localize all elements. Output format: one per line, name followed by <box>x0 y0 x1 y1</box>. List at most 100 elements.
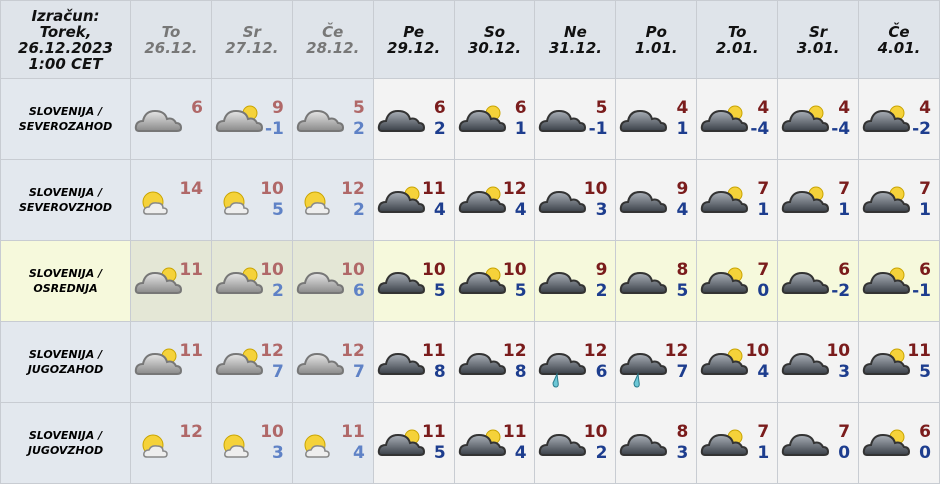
max-temp: 11 <box>179 341 203 361</box>
region-area: OSREDNJA <box>33 282 98 295</box>
region-name: SLOVENIJA / SEVEROZAHOD <box>0 78 131 160</box>
max-temp: 10 <box>260 422 284 442</box>
max-temp: 4 <box>757 98 770 118</box>
min-temp: 7 <box>352 362 365 382</box>
max-temp: 11 <box>422 179 446 199</box>
min-temp: 0 <box>919 443 932 463</box>
min-temp: 1 <box>757 443 770 463</box>
max-temp: 7 <box>757 179 770 199</box>
day-date: 28.12. <box>306 38 360 57</box>
forecast-cell: 7 1 <box>696 402 779 484</box>
max-temp: 4 <box>838 98 851 118</box>
min-temp: 0 <box>757 281 770 301</box>
forecast-cell: 11 4 <box>453 402 536 484</box>
forecast-cell: 12 2 <box>291 159 374 241</box>
min-temp: 6 <box>352 281 365 301</box>
forecast-cell: 12 8 <box>453 321 536 403</box>
max-temp: 10 <box>260 179 284 199</box>
forecast-cell: 12 7 <box>210 321 293 403</box>
region-row: SLOVENIJA / OSREDNJA 11 10 2 10 6 10 5 10… <box>0 240 940 322</box>
max-temp: 10 <box>745 341 770 361</box>
header-row: Izračun: Torek, 26.12.2023 1:00 CET To 26… <box>0 0 940 79</box>
min-temp: 4 <box>676 200 689 220</box>
day-name: Ne <box>564 22 587 41</box>
forecast-cell: 14 <box>130 159 212 241</box>
forecast-cell: 11 4 <box>291 402 374 484</box>
forecast-cell: 10 5 <box>453 240 536 322</box>
forecast-cell: 9 4 <box>615 159 698 241</box>
forecast-cell: 11 5 <box>858 321 940 403</box>
min-temp: 5 <box>433 281 446 301</box>
min-temp: 1 <box>919 200 932 220</box>
forecast-cell: 7 1 <box>777 159 860 241</box>
max-temp: 5 <box>595 98 608 118</box>
day-date: 30.12. <box>467 38 522 57</box>
day-header: Če 28.12. <box>291 0 374 79</box>
region-area: JUGOZAHOD <box>27 363 104 376</box>
max-temp: 4 <box>919 98 932 118</box>
day-header: So 30.12. <box>453 0 536 79</box>
max-temp: 10 <box>502 260 527 280</box>
forecast-cell: 11 4 <box>372 159 455 241</box>
region-name: SLOVENIJA / SEVEROVZHOD <box>0 159 131 241</box>
forecast-cell: 10 5 <box>210 159 293 241</box>
forecast-cell: 8 3 <box>615 402 698 484</box>
min-temp: -2 <box>831 281 851 301</box>
region-area: SEVEROVZHOD <box>18 201 113 214</box>
forecast-cell: 7 1 <box>696 159 779 241</box>
max-temp: 12 <box>260 341 284 361</box>
max-temp: 11 <box>502 422 527 442</box>
forecast-cell: 11 8 <box>372 321 455 403</box>
forecast-cell: 6 1 <box>453 78 536 160</box>
region-country: SLOVENIJA / <box>28 429 103 442</box>
day-name: To <box>727 22 747 41</box>
forecast-cell: 10 4 <box>696 321 779 403</box>
min-temp: 7 <box>676 362 689 382</box>
region-name: SLOVENIJA / JUGOZAHOD <box>0 321 131 403</box>
min-temp: 2 <box>352 119 365 139</box>
day-date: 31.12. <box>548 38 602 57</box>
max-temp: 12 <box>179 422 203 442</box>
day-header: Če 4.01. <box>858 0 940 79</box>
day-header: Po 1.01. <box>615 0 698 79</box>
min-temp: 5 <box>919 362 932 382</box>
forecast-cell: 8 5 <box>615 240 698 322</box>
computed-day: Torek, <box>39 22 92 41</box>
max-temp: 8 <box>676 422 689 442</box>
min-temp: 2 <box>272 281 284 301</box>
min-temp: 4 <box>757 362 770 382</box>
max-temp: 10 <box>341 260 365 280</box>
region-row: SLOVENIJA / SEVEROVZHOD 14 10 5 12 2 11 4… <box>0 159 940 241</box>
min-temp: 3 <box>838 362 851 382</box>
max-temp: 6 <box>838 260 851 280</box>
region-row: SLOVENIJA / JUGOVZHOD 12 10 3 11 4 11 5 1… <box>0 402 940 484</box>
forecast-cell: 12 6 <box>534 321 617 403</box>
max-temp: 9 <box>272 98 284 118</box>
min-temp: 1 <box>838 200 851 220</box>
day-date: 4.01. <box>877 38 921 57</box>
day-header: Pe 29.12. <box>372 0 455 79</box>
forecast-cell: 5 -1 <box>534 78 617 160</box>
max-temp: 12 <box>341 341 365 361</box>
min-temp: 5 <box>272 200 284 220</box>
forecast-cell: 7 0 <box>696 240 779 322</box>
min-temp: 2 <box>595 281 608 301</box>
max-temp: 12 <box>341 179 365 199</box>
region-country: SLOVENIJA / <box>28 348 103 361</box>
region-row: SLOVENIJA / SEVEROZAHOD 6 9 -1 5 2 6 2 6 … <box>0 78 940 160</box>
day-header: Sr 27.12. <box>210 0 293 79</box>
forecast-cell: 5 2 <box>291 78 374 160</box>
day-name: So <box>483 22 506 41</box>
forecast-cell: 11 <box>130 321 212 403</box>
day-header: Ne 31.12. <box>534 0 617 79</box>
min-temp: 2 <box>352 200 365 220</box>
max-temp: 6 <box>919 422 932 442</box>
min-temp: 3 <box>272 443 284 463</box>
max-temp: 12 <box>502 179 527 199</box>
min-temp: -4 <box>750 119 770 139</box>
min-temp: 8 <box>514 362 527 382</box>
min-temp: -1 <box>588 119 608 139</box>
max-temp: 6 <box>919 260 932 280</box>
max-temp: 7 <box>919 179 932 199</box>
computed-label: Izračun: <box>31 6 100 25</box>
